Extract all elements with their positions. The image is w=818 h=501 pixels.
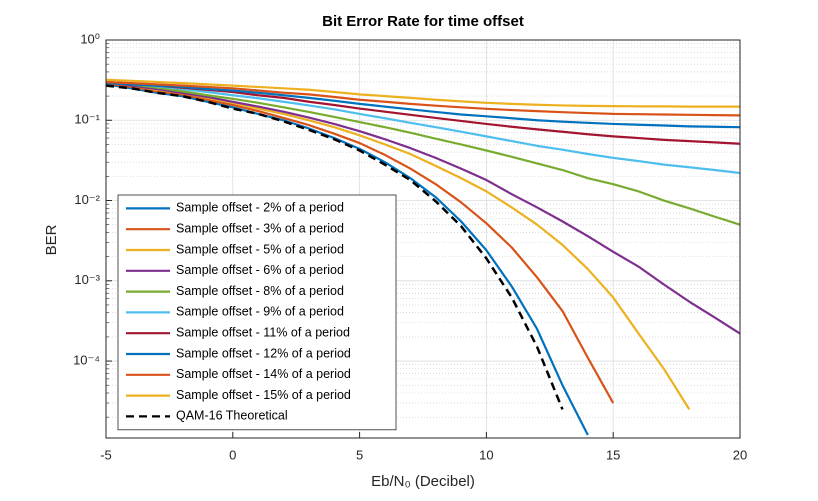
legend-label: Sample offset - 15% of a period [176, 388, 351, 402]
x-tick-label: 20 [733, 447, 747, 462]
series-line [106, 80, 740, 335]
x-tick-label: 10 [479, 447, 493, 462]
legend-label: Sample offset - 14% of a period [176, 367, 351, 381]
series-line [106, 82, 740, 129]
legend-label: Sample offset - 8% of a period [176, 284, 344, 298]
legend-label: Sample offset - 11% of a period [176, 325, 350, 339]
y-tick-label: 10⁻³ [74, 272, 100, 287]
legend-label: Sample offset - 2% of a period [176, 201, 344, 215]
legend-label: Sample offset - 3% of a period [176, 221, 344, 235]
y-tick-label: 10⁰ [80, 31, 100, 46]
axes-box [105, 39, 741, 439]
x-tick-label: 5 [356, 447, 363, 462]
x-tick-label: 15 [606, 447, 620, 462]
y-tick-label: 10⁻² [74, 192, 100, 207]
lines [106, 78, 740, 436]
legend: Sample offset - 2% of a period Sample off… [117, 194, 397, 431]
series-line [106, 80, 740, 117]
chart-title: Bit Error Rate for time offset [322, 13, 524, 30]
x-axis-label: Eb/N₀ (Decibel) [371, 473, 475, 490]
series-line [106, 82, 615, 404]
grid [105, 39, 741, 438]
series-line [106, 80, 740, 226]
x-tick-label: -5 [100, 447, 112, 462]
series-line [106, 80, 740, 175]
x-tick-label: 0 [229, 447, 236, 462]
legend-label: Sample offset - 5% of a period [176, 242, 344, 256]
legend-label: Sample offset - 12% of a period [176, 346, 351, 360]
series-line [106, 78, 740, 108]
legend-label: QAM-16 Theoretical [176, 409, 288, 423]
legend-label: Sample offset - 6% of a period [176, 263, 344, 277]
y-axis-label: BER [43, 224, 60, 255]
y-tick-label: 10⁻¹ [74, 112, 100, 127]
y-tick-label: 10⁻⁴ [73, 352, 100, 367]
legend-label: Sample offset - 9% of a period [176, 305, 344, 319]
series-line [106, 84, 564, 410]
